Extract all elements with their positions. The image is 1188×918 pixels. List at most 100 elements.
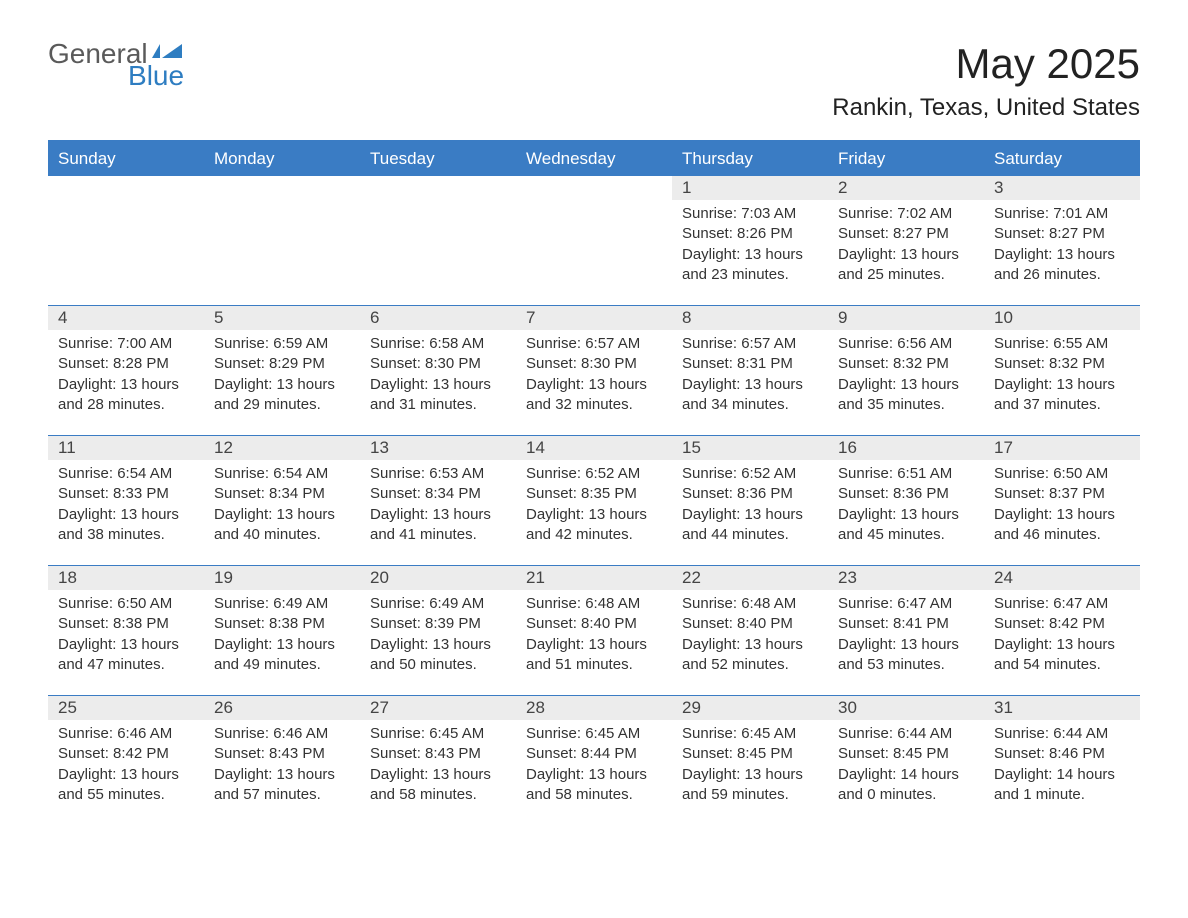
daylight-line: Daylight: 13 hours and 28 minutes. (58, 375, 194, 416)
daylight-line: Daylight: 13 hours and 50 minutes. (370, 635, 506, 676)
sunset-line: Sunset: 8:44 PM (526, 744, 662, 764)
day-number: 29 (672, 696, 828, 720)
daylight-line: Daylight: 13 hours and 53 minutes. (838, 635, 974, 676)
day-details: Sunrise: 6:58 AMSunset: 8:30 PMDaylight:… (360, 330, 516, 425)
weekday-header: Thursday (672, 142, 828, 176)
day-details: Sunrise: 6:54 AMSunset: 8:34 PMDaylight:… (204, 460, 360, 555)
day-number: 4 (48, 306, 204, 330)
sunrise-line: Sunrise: 6:57 AM (682, 334, 818, 354)
day-number: 21 (516, 566, 672, 590)
daylight-line: Daylight: 13 hours and 45 minutes. (838, 505, 974, 546)
sunset-line: Sunset: 8:27 PM (994, 224, 1130, 244)
calendar-day-cell: 6Sunrise: 6:58 AMSunset: 8:30 PMDaylight… (360, 306, 516, 436)
day-details: Sunrise: 6:59 AMSunset: 8:29 PMDaylight:… (204, 330, 360, 425)
logo-text: General Blue (48, 40, 184, 90)
sunrise-line: Sunrise: 6:46 AM (58, 724, 194, 744)
day-number: 2 (828, 176, 984, 200)
calendar-day-cell: 10Sunrise: 6:55 AMSunset: 8:32 PMDayligh… (984, 306, 1140, 436)
day-number: 13 (360, 436, 516, 460)
sunrise-line: Sunrise: 7:01 AM (994, 204, 1130, 224)
day-number: 7 (516, 306, 672, 330)
sunset-line: Sunset: 8:36 PM (682, 484, 818, 504)
day-number: 15 (672, 436, 828, 460)
sunset-line: Sunset: 8:42 PM (994, 614, 1130, 634)
daylight-line: Daylight: 13 hours and 57 minutes. (214, 765, 350, 806)
day-number: 28 (516, 696, 672, 720)
day-number: 19 (204, 566, 360, 590)
calendar-day-cell: 9Sunrise: 6:56 AMSunset: 8:32 PMDaylight… (828, 306, 984, 436)
sunset-line: Sunset: 8:32 PM (994, 354, 1130, 374)
sunrise-line: Sunrise: 6:47 AM (838, 594, 974, 614)
day-details: Sunrise: 6:52 AMSunset: 8:35 PMDaylight:… (516, 460, 672, 555)
calendar-day-cell: 18Sunrise: 6:50 AMSunset: 8:38 PMDayligh… (48, 566, 204, 696)
day-details: Sunrise: 6:49 AMSunset: 8:39 PMDaylight:… (360, 590, 516, 685)
sunset-line: Sunset: 8:46 PM (994, 744, 1130, 764)
sunrise-line: Sunrise: 6:46 AM (214, 724, 350, 744)
sunrise-line: Sunrise: 6:52 AM (526, 464, 662, 484)
day-number: 20 (360, 566, 516, 590)
sunset-line: Sunset: 8:31 PM (682, 354, 818, 374)
day-details: Sunrise: 6:48 AMSunset: 8:40 PMDaylight:… (516, 590, 672, 685)
calendar-table: SundayMondayTuesdayWednesdayThursdayFrid… (48, 140, 1140, 826)
calendar-day-cell: 25Sunrise: 6:46 AMSunset: 8:42 PMDayligh… (48, 696, 204, 826)
day-number: 24 (984, 566, 1140, 590)
sunrise-line: Sunrise: 6:49 AM (370, 594, 506, 614)
sunrise-line: Sunrise: 6:59 AM (214, 334, 350, 354)
daylight-line: Daylight: 13 hours and 32 minutes. (526, 375, 662, 416)
sunset-line: Sunset: 8:40 PM (682, 614, 818, 634)
day-number: 10 (984, 306, 1140, 330)
sunrise-line: Sunrise: 6:45 AM (682, 724, 818, 744)
day-number: 12 (204, 436, 360, 460)
sunrise-line: Sunrise: 6:54 AM (58, 464, 194, 484)
daylight-line: Daylight: 14 hours and 1 minute. (994, 765, 1130, 806)
day-details: Sunrise: 7:01 AMSunset: 8:27 PMDaylight:… (984, 200, 1140, 295)
flag-icon (150, 40, 184, 62)
sunset-line: Sunset: 8:30 PM (526, 354, 662, 374)
calendar-day-cell: 31Sunrise: 6:44 AMSunset: 8:46 PMDayligh… (984, 696, 1140, 826)
daylight-line: Daylight: 13 hours and 34 minutes. (682, 375, 818, 416)
header: General Blue May 2025 Rankin, Texas, Uni… (48, 40, 1140, 122)
calendar-day-cell: 17Sunrise: 6:50 AMSunset: 8:37 PMDayligh… (984, 436, 1140, 566)
sunset-line: Sunset: 8:45 PM (838, 744, 974, 764)
sunset-line: Sunset: 8:45 PM (682, 744, 818, 764)
day-number: 5 (204, 306, 360, 330)
calendar-week-row: 11Sunrise: 6:54 AMSunset: 8:33 PMDayligh… (48, 436, 1140, 566)
sunset-line: Sunset: 8:40 PM (526, 614, 662, 634)
day-number: 14 (516, 436, 672, 460)
sunrise-line: Sunrise: 6:45 AM (526, 724, 662, 744)
sunrise-line: Sunrise: 6:44 AM (838, 724, 974, 744)
day-number: 3 (984, 176, 1140, 200)
daylight-line: Daylight: 13 hours and 52 minutes. (682, 635, 818, 676)
calendar-day-cell: 12Sunrise: 6:54 AMSunset: 8:34 PMDayligh… (204, 436, 360, 566)
sunset-line: Sunset: 8:39 PM (370, 614, 506, 634)
day-details: Sunrise: 6:50 AMSunset: 8:38 PMDaylight:… (48, 590, 204, 685)
calendar-day-cell: 13Sunrise: 6:53 AMSunset: 8:34 PMDayligh… (360, 436, 516, 566)
day-details: Sunrise: 6:49 AMSunset: 8:38 PMDaylight:… (204, 590, 360, 685)
calendar-day-cell: 16Sunrise: 6:51 AMSunset: 8:36 PMDayligh… (828, 436, 984, 566)
day-details: Sunrise: 6:50 AMSunset: 8:37 PMDaylight:… (984, 460, 1140, 555)
sunset-line: Sunset: 8:42 PM (58, 744, 194, 764)
calendar-day-cell: .. (360, 176, 516, 306)
title-block: May 2025 Rankin, Texas, United States (832, 40, 1140, 122)
day-number: 1 (672, 176, 828, 200)
sunset-line: Sunset: 8:32 PM (838, 354, 974, 374)
daylight-line: Daylight: 13 hours and 55 minutes. (58, 765, 194, 806)
sunrise-line: Sunrise: 6:53 AM (370, 464, 506, 484)
sunrise-line: Sunrise: 6:50 AM (58, 594, 194, 614)
daylight-line: Daylight: 13 hours and 54 minutes. (994, 635, 1130, 676)
calendar-day-cell: .. (204, 176, 360, 306)
day-details: Sunrise: 6:52 AMSunset: 8:36 PMDaylight:… (672, 460, 828, 555)
calendar-week-row: 4Sunrise: 7:00 AMSunset: 8:28 PMDaylight… (48, 306, 1140, 436)
sunset-line: Sunset: 8:27 PM (838, 224, 974, 244)
day-details: Sunrise: 6:57 AMSunset: 8:31 PMDaylight:… (672, 330, 828, 425)
calendar-week-row: ........1Sunrise: 7:03 AMSunset: 8:26 PM… (48, 176, 1140, 306)
day-details: Sunrise: 7:00 AMSunset: 8:28 PMDaylight:… (48, 330, 204, 425)
calendar-day-cell: 4Sunrise: 7:00 AMSunset: 8:28 PMDaylight… (48, 306, 204, 436)
calendar-day-cell: 28Sunrise: 6:45 AMSunset: 8:44 PMDayligh… (516, 696, 672, 826)
daylight-line: Daylight: 13 hours and 59 minutes. (682, 765, 818, 806)
calendar-day-cell: 19Sunrise: 6:49 AMSunset: 8:38 PMDayligh… (204, 566, 360, 696)
sunset-line: Sunset: 8:35 PM (526, 484, 662, 504)
calendar-day-cell: 11Sunrise: 6:54 AMSunset: 8:33 PMDayligh… (48, 436, 204, 566)
sunset-line: Sunset: 8:37 PM (994, 484, 1130, 504)
sunrise-line: Sunrise: 6:56 AM (838, 334, 974, 354)
